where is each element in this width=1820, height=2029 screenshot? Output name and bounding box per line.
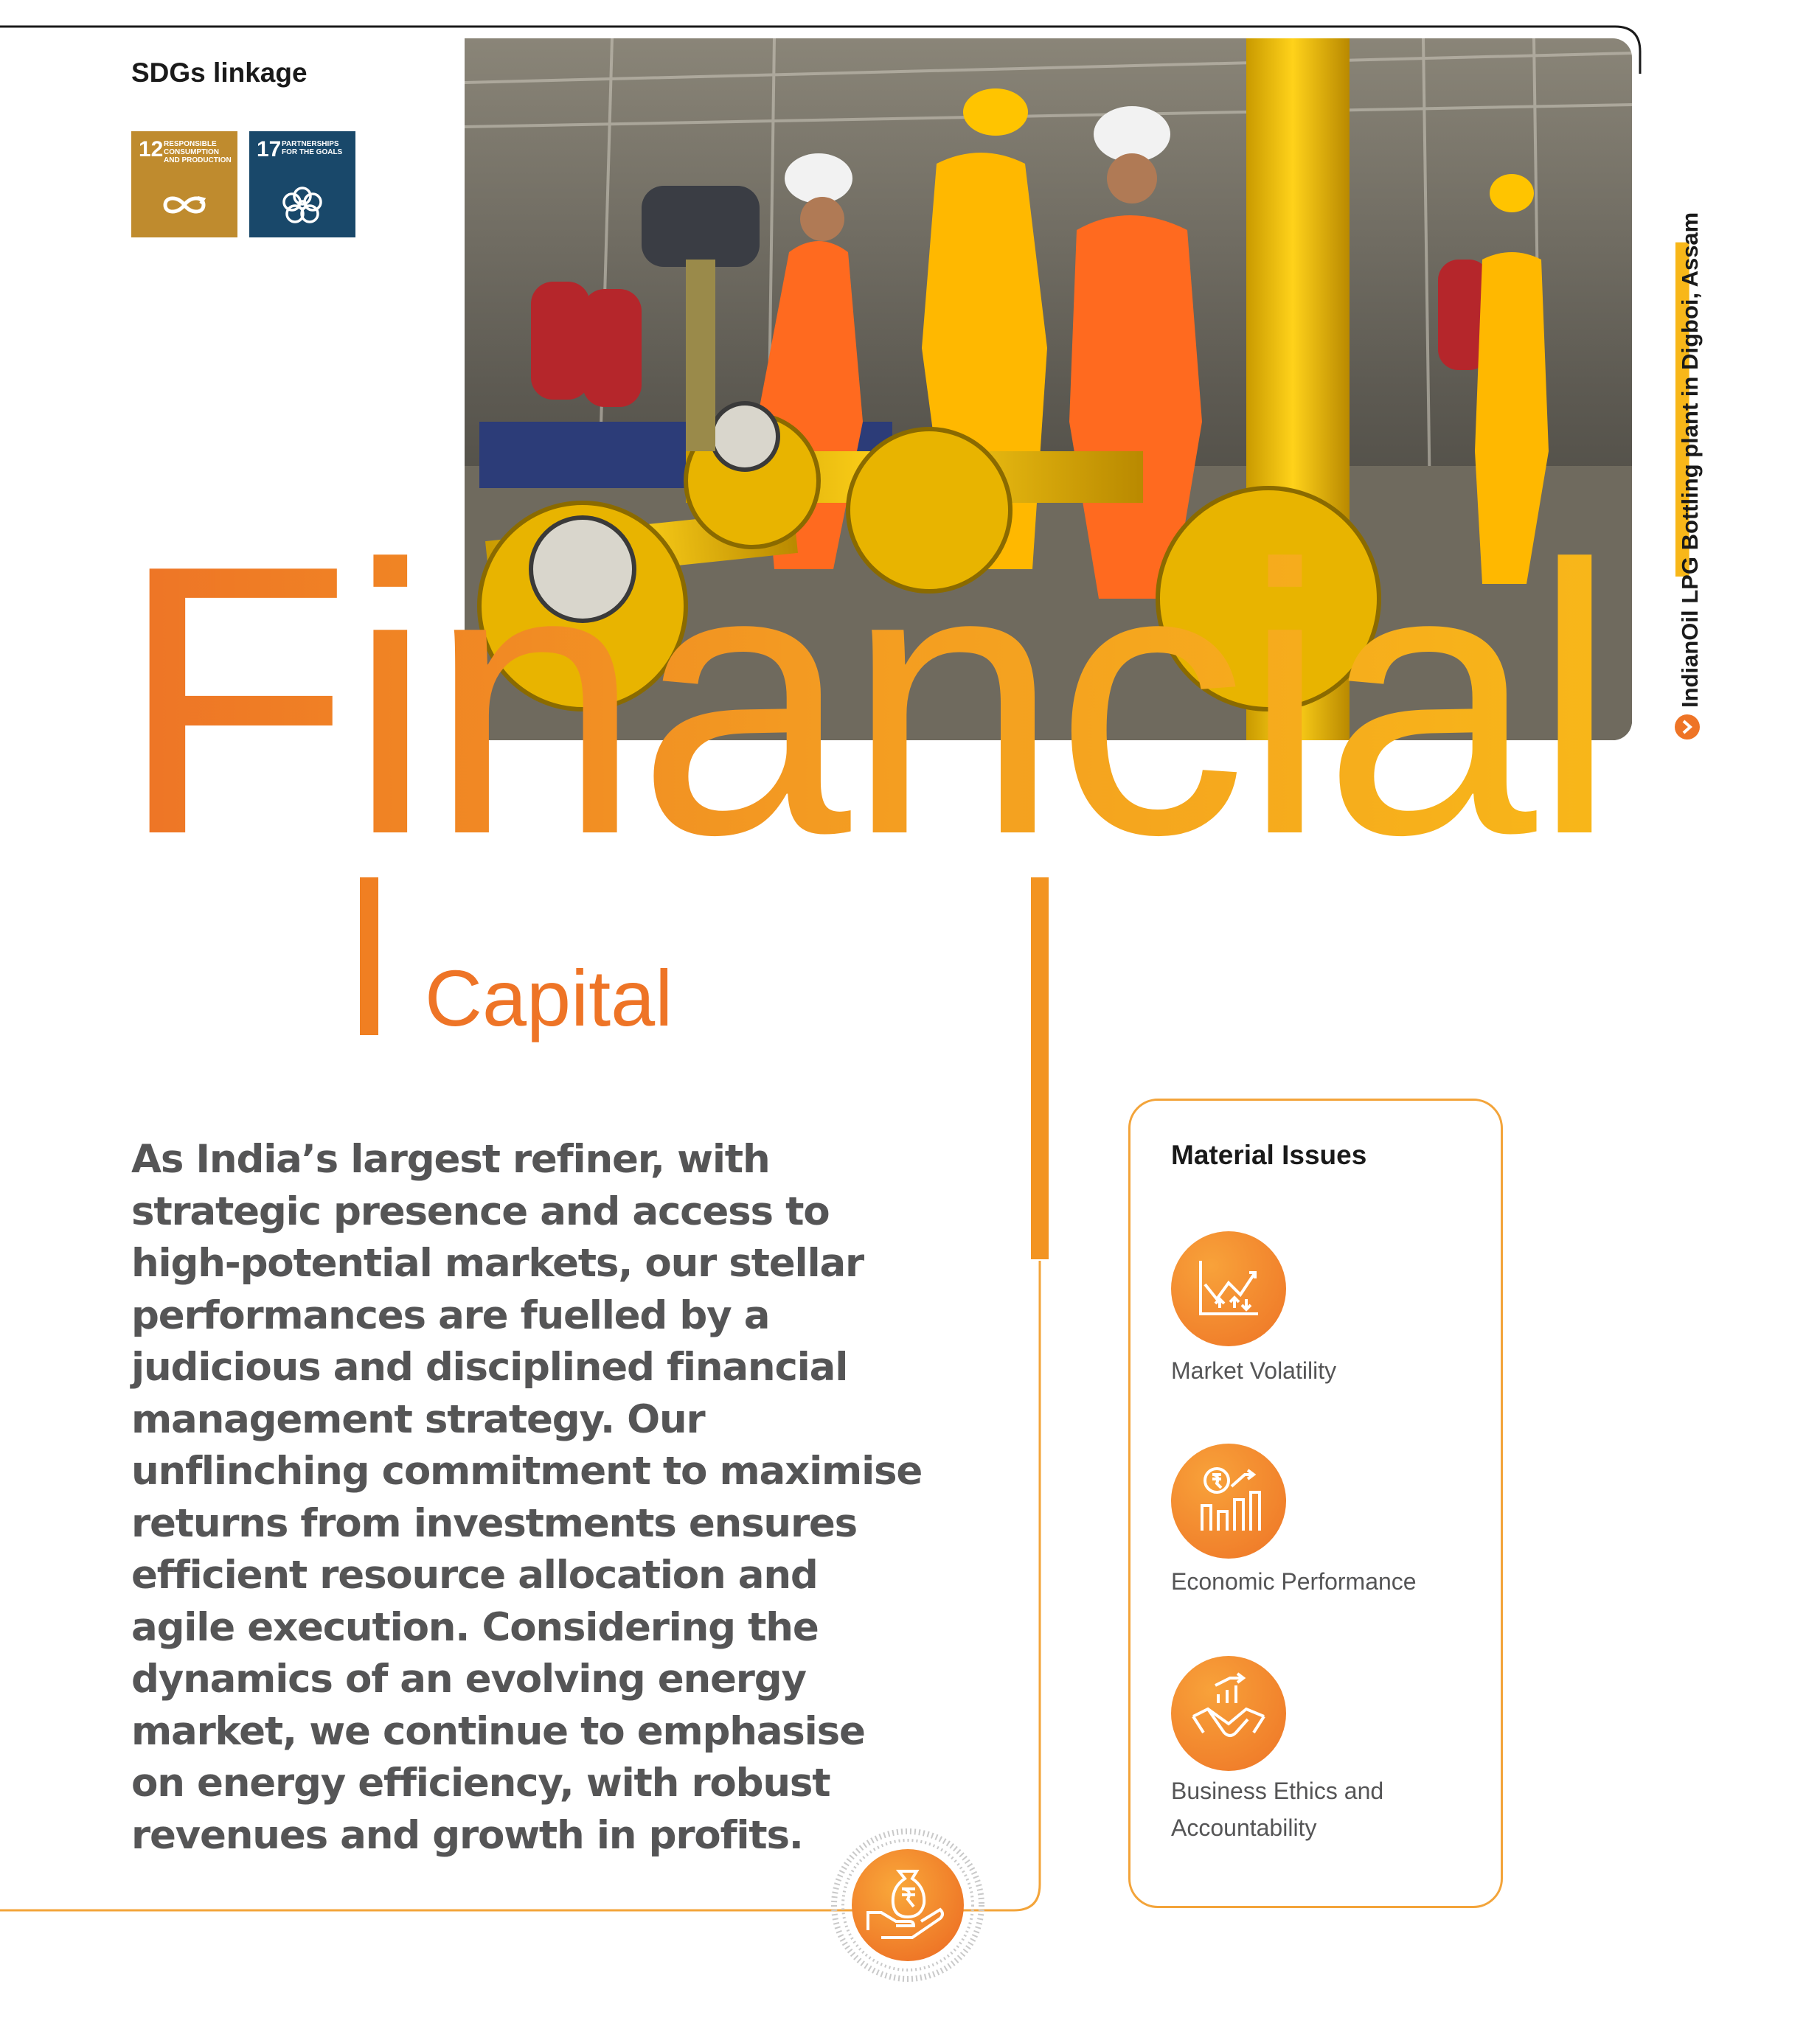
economic-performance-icon (1171, 1444, 1286, 1559)
material-issue-label: Economic Performance (1171, 1568, 1417, 1595)
material-issue-label: Business Ethics and Accountability (1171, 1778, 1384, 1841)
intro-paragraph: As India’s largest refiner, with strateg… (131, 1137, 923, 1858)
lpg-plant-photo (465, 38, 1632, 740)
rupee-hand-icon (831, 1828, 984, 1982)
caption-accent-bar (1675, 242, 1689, 577)
sdg-17-number: 17 (257, 137, 282, 161)
handshake-growth-icon (1171, 1656, 1286, 1771)
arrow-right-circle-icon (1675, 714, 1700, 739)
sdg-heading: SDGs linkage (131, 58, 308, 88)
flower-rings-icon (282, 187, 322, 223)
page-title: Financial (118, 486, 1617, 914)
page-subtitle: Capital (425, 953, 673, 1043)
sdg-12-label: RESPONSIBLE CONSUMPTION AND PRODUCTION (164, 140, 232, 164)
market-volatility-icon (1171, 1231, 1286, 1346)
material-issue-label: Market Volatility (1171, 1357, 1337, 1384)
sdg-17-label: PARTNERSHIPS FOR THE GOALS (282, 140, 343, 156)
sdg-12-badge: 12 RESPONSIBLE CONSUMPTION AND PRODUCTIO… (131, 131, 237, 237)
photo-caption: IndianOil LPG Bottling plant in Digboi, … (1677, 212, 1703, 708)
material-issues-panel (1128, 1099, 1503, 1908)
subtitle-accent-bar (360, 877, 378, 1035)
sdg-12-number: 12 (139, 137, 164, 161)
material-issues-heading: Material Issues (1171, 1140, 1367, 1170)
sdg-17-badge: 17 PARTNERSHIPS FOR THE GOALS (249, 131, 355, 237)
infinity-loop-icon (163, 196, 206, 214)
